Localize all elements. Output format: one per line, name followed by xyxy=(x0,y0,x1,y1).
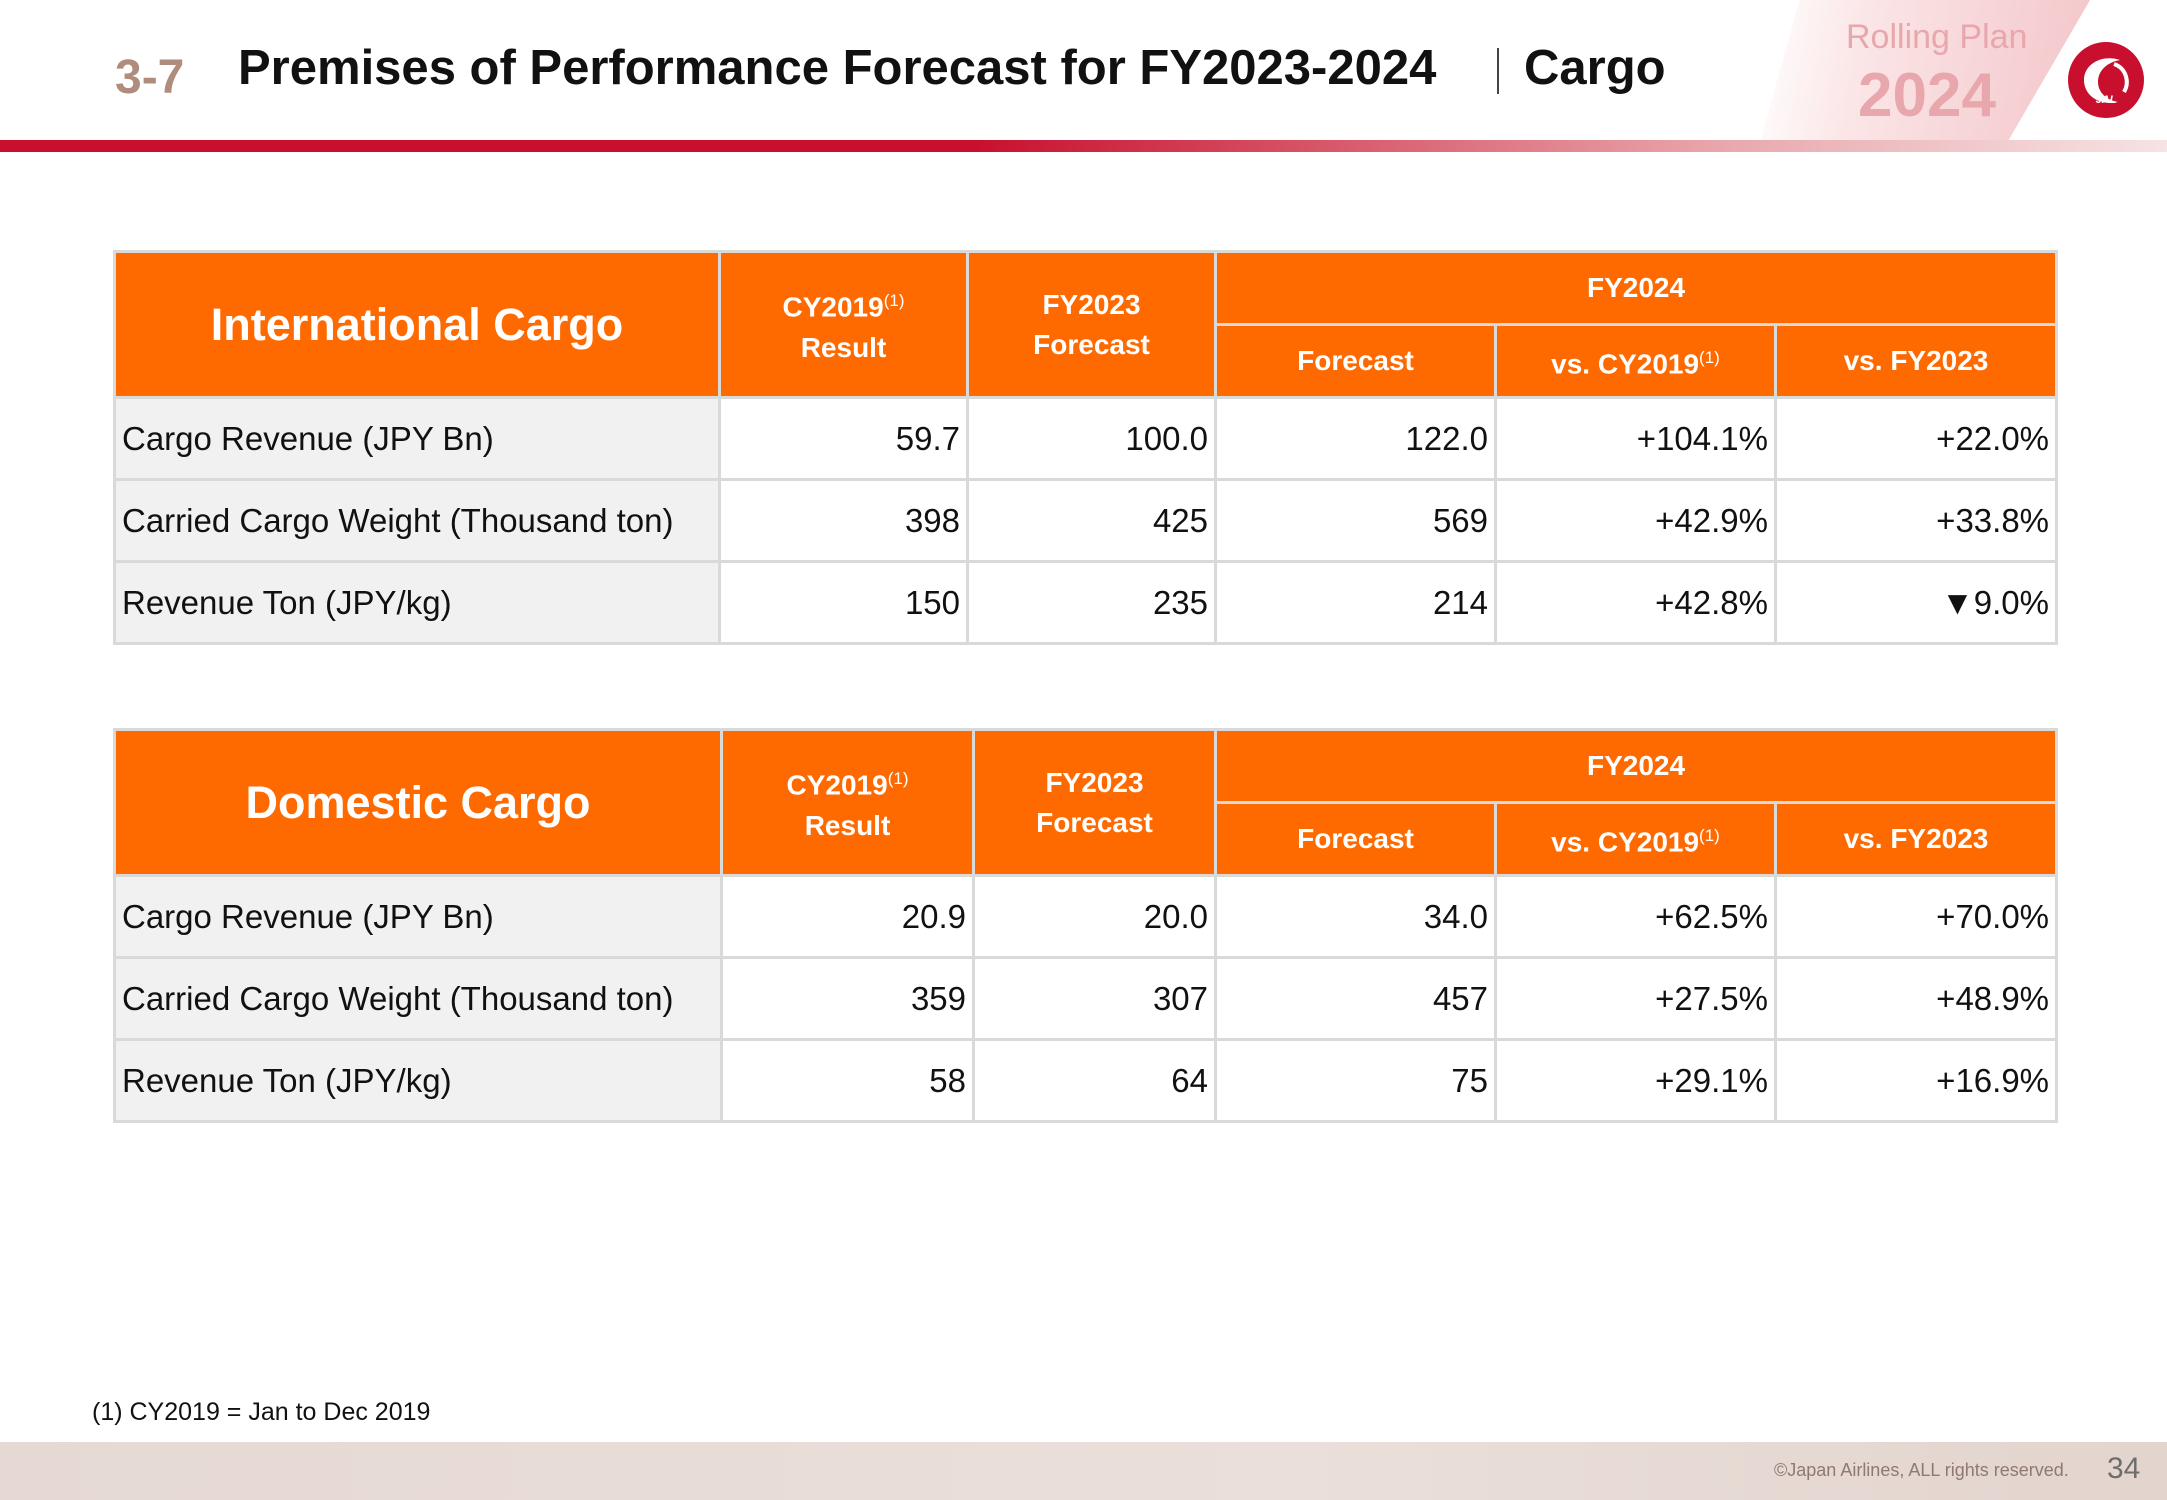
cell-fy2023: 425 xyxy=(966,478,1217,563)
column-header-label: vs. CY2019 xyxy=(1551,348,1700,380)
cell-cy2019: 150 xyxy=(718,560,969,645)
cell-cy2019: 20.9 xyxy=(720,874,975,959)
table-row: Carried Cargo Weight (Thousand ton) 398 … xyxy=(113,478,2059,563)
cell-vs-fy2023: +48.9% xyxy=(1773,956,2059,1041)
footnote-marker: (1) xyxy=(883,291,905,311)
footnote-marker: (1) xyxy=(1699,347,1720,367)
footnote: (1) CY2019 = Jan to Dec 2019 xyxy=(92,1398,431,1426)
cell-fy2023: 307 xyxy=(972,956,1217,1041)
column-header-sublabel: Forecast xyxy=(1036,806,1153,838)
footnote-marker: (1) xyxy=(1699,825,1720,845)
column-header-label: vs. CY2019 xyxy=(1551,826,1700,858)
row-label: Revenue Ton (JPY/kg) xyxy=(113,1038,723,1123)
cell-fy2023: 100.0 xyxy=(966,396,1217,481)
cell-vs-cy2019: +27.5% xyxy=(1494,956,1777,1041)
column-header-label: FY2023 xyxy=(1042,288,1141,320)
footer-bar xyxy=(0,1442,2167,1500)
cell-fy2024: 34.0 xyxy=(1214,874,1497,959)
column-header-forecast: Forecast xyxy=(1214,323,1497,399)
table-row: Revenue Ton (JPY/kg) 150 235 214 +42.8% … xyxy=(113,560,2059,645)
cell-vs-cy2019: +104.1% xyxy=(1494,396,1777,481)
international-cargo-table: International Cargo CY2019(1) Result FY2… xyxy=(113,250,2059,645)
column-header-label: FY2023 xyxy=(1045,766,1144,798)
column-header-sublabel: Result xyxy=(804,809,891,841)
column-header-vs-cy2019: vs. CY2019(1) xyxy=(1494,323,1777,399)
column-header-label: CY2019 xyxy=(786,769,888,801)
row-label: Revenue Ton (JPY/kg) xyxy=(113,560,721,645)
column-header-label: CY2019 xyxy=(782,291,884,323)
copyright-text: ©Japan Airlines, ALL rights reserved. xyxy=(1774,1460,2069,1480)
row-label: Carried Cargo Weight (Thousand ton) xyxy=(113,478,721,563)
cell-fy2024: 569 xyxy=(1214,478,1497,563)
cell-fy2024: 122.0 xyxy=(1214,396,1497,481)
column-header-vs-fy2023: vs. FY2023 xyxy=(1773,323,2059,399)
cell-fy2024: 214 xyxy=(1214,560,1497,645)
title-divider xyxy=(1497,48,1499,94)
column-header-forecast: Forecast xyxy=(1214,801,1497,877)
table-row: Cargo Revenue (JPY Bn) 59.7 100.0 122.0 … xyxy=(113,396,2059,481)
column-header-sublabel: Forecast xyxy=(1033,328,1150,360)
footnote-marker: (1) xyxy=(887,769,909,789)
column-header-fy2023: FY2023 Forecast xyxy=(966,250,1217,399)
column-group-fy2024: FY2024 xyxy=(1213,250,2059,326)
cell-cy2019: 398 xyxy=(718,478,969,563)
cell-cy2019: 359 xyxy=(720,956,975,1041)
jal-logo-icon: JAL xyxy=(2068,42,2144,118)
cell-vs-fy2023: +33.8% xyxy=(1773,478,2059,563)
table-row: Carried Cargo Weight (Thousand ton) 359 … xyxy=(113,956,2059,1041)
cell-fy2024: 75 xyxy=(1214,1038,1497,1123)
cell-vs-cy2019: +42.9% xyxy=(1494,478,1777,563)
cell-vs-cy2019: +62.5% xyxy=(1494,874,1777,959)
cell-vs-cy2019: +29.1% xyxy=(1494,1038,1777,1123)
cell-cy2019: 58 xyxy=(720,1038,975,1123)
rolling-plan-year: 2024 xyxy=(1858,61,1996,130)
page-title: Premises of Performance Forecast for FY2… xyxy=(238,41,1437,95)
table-title: Domestic Cargo xyxy=(113,728,723,877)
column-header-cy2019: CY2019(1) Result xyxy=(718,250,969,399)
cell-vs-cy2019: +42.8% xyxy=(1494,560,1777,645)
cell-vs-fy2023: ▼9.0% xyxy=(1773,560,2059,645)
cell-fy2023: 20.0 xyxy=(972,874,1217,959)
row-label: Carried Cargo Weight (Thousand ton) xyxy=(113,956,723,1041)
row-label: Cargo Revenue (JPY Bn) xyxy=(113,874,723,959)
cell-cy2019: 59.7 xyxy=(718,396,969,481)
cell-vs-fy2023: +70.0% xyxy=(1773,874,2059,959)
table-row: Revenue Ton (JPY/kg) 58 64 75 +29.1% +16… xyxy=(113,1038,2059,1123)
table-row: Cargo Revenue (JPY Bn) 20.9 20.0 34.0 +6… xyxy=(113,874,2059,959)
header-rule xyxy=(0,140,2167,152)
column-header-fy2023: FY2023 Forecast xyxy=(972,728,1217,877)
cell-fy2024: 457 xyxy=(1214,956,1497,1041)
cell-fy2023: 64 xyxy=(972,1038,1217,1123)
page-subtitle: Cargo xyxy=(1524,41,1666,95)
rolling-plan-label: Rolling Plan xyxy=(1846,18,2028,56)
cell-vs-fy2023: +22.0% xyxy=(1773,396,2059,481)
column-header-cy2019: CY2019(1) Result xyxy=(720,728,975,877)
logo-text: JAL xyxy=(2095,94,2117,106)
page-number: 34 xyxy=(2107,1452,2141,1485)
table-title: International Cargo xyxy=(113,250,721,399)
section-number: 3-7 xyxy=(115,51,185,104)
cell-fy2023: 235 xyxy=(966,560,1217,645)
row-label: Cargo Revenue (JPY Bn) xyxy=(113,396,721,481)
cell-vs-fy2023: +16.9% xyxy=(1773,1038,2059,1123)
column-header-vs-cy2019: vs. CY2019(1) xyxy=(1494,801,1777,877)
column-header-sublabel: Result xyxy=(800,331,887,363)
domestic-cargo-table: Domestic Cargo CY2019(1) Result FY2023 F… xyxy=(113,728,2059,1123)
column-group-fy2024: FY2024 xyxy=(1213,728,2059,804)
column-header-vs-fy2023: vs. FY2023 xyxy=(1773,801,2059,877)
